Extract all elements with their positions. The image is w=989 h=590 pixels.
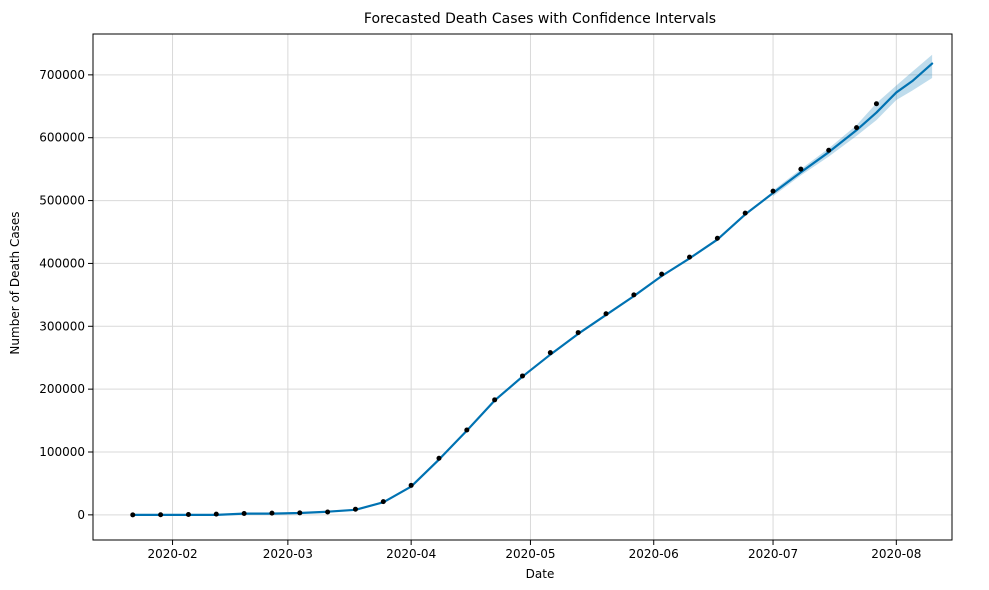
plot-frame [92,33,953,541]
y-axis-label: Number of Death Cases [8,211,22,354]
observed-point [158,512,164,518]
observed-point [492,397,498,403]
observed-point [714,235,720,241]
observed-point [520,373,525,379]
y-axis: 0 100000 200000 300000 400000 500000 600000 700… [39,68,93,522]
observed-point [826,147,832,153]
observed-point [464,427,470,433]
x-axis: 2020-02 2020-03 2020-04 2020-05 2020-06 2020-… [147,540,921,561]
observed-point [742,210,748,216]
y-tick-label: 100000 [39,445,85,459]
x-tick-label: 2020-02 [147,547,197,561]
observed-point [547,350,553,356]
observed-point [854,125,860,131]
observed-point [603,311,609,317]
observed-point [297,510,303,516]
y-tick-label: 300000 [39,319,85,333]
observed-point [185,512,191,518]
observed-points [130,101,879,518]
x-tick-label: 2020-06 [629,547,679,561]
y-tick-label: 0 [77,508,85,522]
y-tick-label: 400000 [39,256,85,270]
observed-point [770,188,776,194]
chart-title: Forecasted Death Cases with Confidence I… [364,11,716,27]
x-tick-label: 2020-03 [263,547,313,561]
observed-point [687,254,693,260]
observed-point [873,101,879,107]
x-tick-label: 2020-05 [505,547,555,561]
observed-point [269,510,275,516]
y-tick-label: 600000 [39,131,85,145]
confidence-band [773,54,933,197]
observed-point [130,512,136,518]
grid-lines [93,34,952,540]
observed-point [631,292,637,298]
observed-point [575,330,581,336]
observed-point [241,511,247,517]
y-tick-label: 200000 [39,382,85,396]
y-tick-label: 700000 [39,68,85,82]
observed-point [659,271,665,277]
observed-point [352,506,358,512]
x-axis-label: Date [526,567,555,581]
observed-point [408,482,414,488]
y-tick-label: 500000 [39,194,85,208]
observed-point [213,511,219,517]
observed-point [380,499,386,505]
x-tick-label: 2020-08 [871,547,921,561]
x-tick-label: 2020-04 [386,547,436,561]
x-tick-label: 2020-07 [748,547,798,561]
observed-point [436,455,442,461]
observed-point [325,509,331,515]
observed-point [798,166,804,172]
